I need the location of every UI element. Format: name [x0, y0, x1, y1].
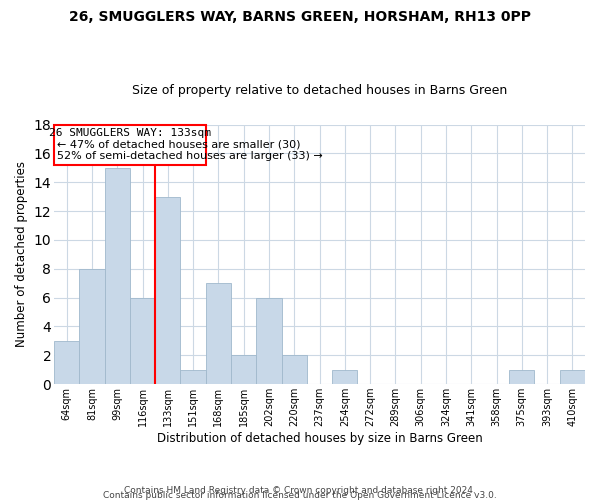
Text: ← 47% of detached houses are smaller (30): ← 47% of detached houses are smaller (30…: [56, 140, 300, 149]
Text: 52% of semi-detached houses are larger (33) →: 52% of semi-detached houses are larger (…: [56, 151, 322, 161]
Bar: [509, 370, 535, 384]
Y-axis label: Number of detached properties: Number of detached properties: [15, 162, 28, 348]
X-axis label: Distribution of detached houses by size in Barns Green: Distribution of detached houses by size …: [157, 432, 482, 445]
Bar: [54, 341, 79, 384]
Bar: [281, 356, 307, 384]
Text: 26, SMUGGLERS WAY, BARNS GREEN, HORSHAM, RH13 0PP: 26, SMUGGLERS WAY, BARNS GREEN, HORSHAM,…: [69, 10, 531, 24]
Title: Size of property relative to detached houses in Barns Green: Size of property relative to detached ho…: [132, 84, 507, 97]
Bar: [155, 196, 181, 384]
Bar: [181, 370, 206, 384]
Text: Contains public sector information licensed under the Open Government Licence v3: Contains public sector information licen…: [103, 491, 497, 500]
Text: Contains HM Land Registry data © Crown copyright and database right 2024.: Contains HM Land Registry data © Crown c…: [124, 486, 476, 495]
Bar: [104, 168, 130, 384]
Bar: [332, 370, 358, 384]
Bar: [79, 269, 104, 384]
Text: 26 SMUGGLERS WAY: 133sqm: 26 SMUGGLERS WAY: 133sqm: [49, 128, 211, 138]
FancyBboxPatch shape: [54, 124, 206, 165]
Bar: [130, 298, 155, 384]
Bar: [256, 298, 281, 384]
Bar: [231, 356, 256, 384]
Bar: [560, 370, 585, 384]
Bar: [206, 283, 231, 384]
